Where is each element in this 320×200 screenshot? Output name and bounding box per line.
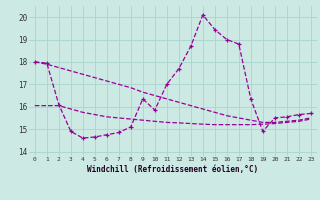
X-axis label: Windchill (Refroidissement éolien,°C): Windchill (Refroidissement éolien,°C) — [87, 165, 258, 174]
